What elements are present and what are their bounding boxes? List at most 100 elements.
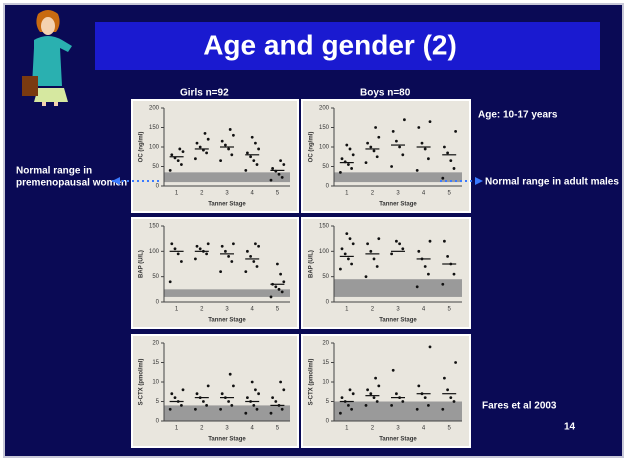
data-point: [180, 163, 183, 166]
data-point: [254, 142, 257, 145]
data-point: [441, 408, 444, 411]
data-point: [429, 120, 432, 123]
y-tick-label: 10: [152, 380, 159, 386]
chart-panel: 050100150200OC (ng/ml)Tanner Stage12345: [132, 100, 298, 212]
x-axis-label: Tanner Stage: [379, 437, 417, 443]
data-point: [281, 176, 284, 179]
data-point: [251, 381, 254, 384]
data-point: [182, 150, 185, 153]
data-point: [229, 128, 232, 131]
data-point: [443, 377, 446, 380]
data-point: [441, 177, 444, 180]
data-point: [170, 242, 173, 245]
chart-panel: 050100150200OC (ng/ml)Tanner Stage12345: [302, 100, 470, 212]
data-point: [427, 404, 430, 407]
data-point: [221, 392, 224, 395]
y-tick-label: 50: [152, 164, 159, 170]
data-point: [453, 167, 456, 170]
x-axis-label: Tanner Stage: [379, 318, 417, 324]
data-point: [256, 408, 259, 411]
page-number: 14: [564, 422, 576, 433]
data-point: [202, 400, 205, 403]
y-tick-label: 200: [149, 106, 160, 112]
y-tick-label: 150: [319, 224, 330, 230]
panel-frame: [302, 335, 470, 447]
data-point: [174, 247, 177, 250]
data-point: [224, 250, 227, 253]
chart-panel: 050100150BAP (U/L)Tanner Stage12345: [132, 218, 298, 328]
citation: Fares et al 2003: [482, 401, 557, 412]
normal-range-band: [334, 402, 462, 422]
y-tick-label: 15: [322, 360, 329, 366]
data-point: [390, 165, 393, 168]
data-point: [369, 146, 372, 149]
data-point: [194, 408, 197, 411]
data-point: [180, 404, 183, 407]
data-point: [416, 169, 419, 172]
data-point: [373, 258, 376, 261]
data-point: [199, 247, 202, 250]
slide: Age and gender (2) Girls n=92 Boys n=80 …: [0, 0, 627, 461]
data-point: [352, 242, 355, 245]
data-point: [276, 263, 279, 266]
data-point: [174, 396, 177, 399]
data-point: [446, 388, 449, 391]
data-point: [366, 388, 369, 391]
data-point: [246, 250, 249, 253]
data-point: [219, 408, 222, 411]
panel-frame: [302, 218, 470, 328]
data-point: [279, 381, 282, 384]
data-point: [350, 263, 353, 266]
y-axis-label: OC (ng/ml): [309, 132, 315, 163]
slide-title: Age and gender (2): [203, 29, 457, 60]
data-point: [392, 130, 395, 133]
y-tick-label: 15: [152, 360, 159, 366]
data-point: [170, 153, 173, 156]
data-point: [424, 265, 427, 268]
y-tick-label: 200: [319, 106, 330, 112]
data-point: [373, 396, 376, 399]
data-point: [365, 161, 368, 164]
data-point: [401, 153, 404, 156]
data-point: [416, 408, 419, 411]
data-point: [274, 400, 277, 403]
y-axis-label: BAP (U/L): [139, 250, 145, 278]
data-point: [282, 388, 285, 391]
data-point: [194, 258, 197, 261]
data-point: [365, 275, 368, 278]
x-axis-label: Tanner Stage: [379, 202, 417, 208]
x-axis-label: Tanner Stage: [208, 202, 246, 208]
data-point: [427, 157, 430, 160]
data-point: [366, 242, 369, 245]
data-point: [365, 404, 368, 407]
data-point: [207, 242, 210, 245]
y-tick-label: 100: [149, 249, 160, 255]
data-point: [207, 138, 210, 141]
data-point: [196, 392, 199, 395]
data-point: [249, 155, 252, 158]
data-point: [252, 159, 255, 162]
y-tick-label: 50: [152, 274, 159, 280]
data-point: [270, 179, 273, 182]
data-point: [182, 388, 185, 391]
data-point: [429, 346, 432, 349]
data-point: [252, 260, 255, 263]
y-tick-label: 10: [322, 380, 329, 386]
data-point: [377, 237, 380, 240]
data-point: [376, 155, 379, 158]
data-point: [278, 288, 281, 291]
data-point: [403, 118, 406, 121]
data-point: [453, 273, 456, 276]
data-point: [257, 245, 260, 248]
data-point: [219, 159, 222, 162]
data-point: [205, 151, 208, 154]
right-note: Normal range in adult males: [485, 177, 619, 188]
data-point: [278, 173, 281, 176]
data-point: [339, 171, 342, 174]
data-point: [246, 396, 249, 399]
normal-range-band: [334, 279, 462, 297]
data-point: [454, 361, 457, 364]
data-point: [249, 255, 252, 258]
data-point: [390, 252, 393, 255]
